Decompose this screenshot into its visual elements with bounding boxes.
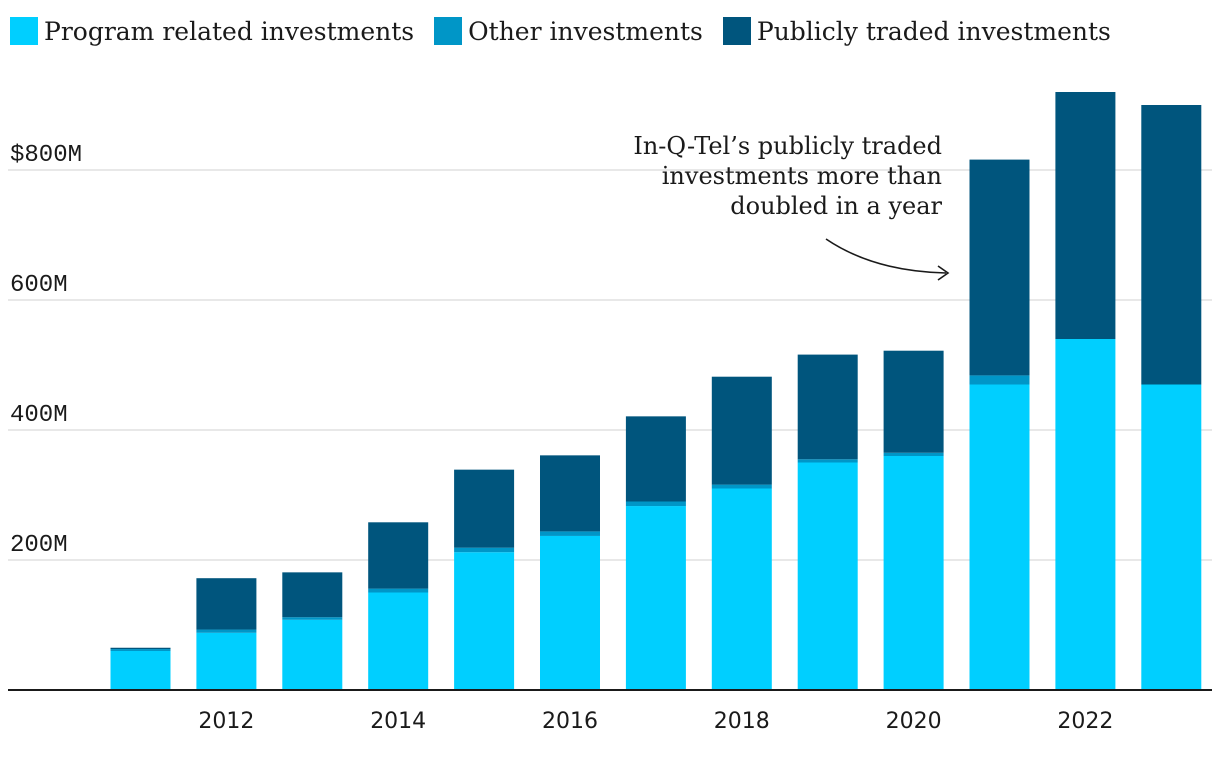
bar-2017-series-0 xyxy=(625,506,686,690)
bar-2011-series-2 xyxy=(110,647,171,650)
legend-label-publicly-traded: Publicly traded investments xyxy=(756,16,1111,46)
bar-2019-series-2 xyxy=(797,354,858,460)
bar-2021-series-1 xyxy=(969,375,1030,385)
bar-2023-series-2 xyxy=(1141,105,1202,385)
bar-2015-series-0 xyxy=(454,552,515,690)
y-tick-label-400: 400M xyxy=(10,402,68,429)
bar-2013-series-0 xyxy=(282,619,343,690)
y-tick-label-800: $800M xyxy=(10,142,82,169)
x-tick-label-2016: 2016 xyxy=(542,709,598,734)
annotation-arrowhead xyxy=(937,265,950,281)
x-tick-label-2020: 2020 xyxy=(886,709,942,734)
bar-2016-series-2 xyxy=(540,455,600,532)
bar-2012-series-2 xyxy=(196,578,257,630)
annotation-line-1: In-Q-Tel’s publicly traded xyxy=(633,132,942,160)
bar-2014-series-1 xyxy=(368,588,429,593)
bar-2023-series-0 xyxy=(1141,384,1202,690)
x-tick-label-2018: 2018 xyxy=(714,709,770,734)
bar-2018-series-0 xyxy=(711,488,772,690)
x-tick-label-2012: 2012 xyxy=(198,709,254,734)
bar-2019-series-0 xyxy=(797,462,858,690)
bar-2014-series-0 xyxy=(368,592,429,690)
legend: Program related investments Other invest… xyxy=(10,14,1131,48)
bar-2014-series-2 xyxy=(368,522,429,589)
bar-2015-series-2 xyxy=(454,469,515,548)
bar-2020-series-0 xyxy=(883,456,944,690)
legend-label-program-related: Program related investments xyxy=(44,16,415,46)
legend-item-program-related: Program related investments xyxy=(10,17,414,46)
bar-2016-series-0 xyxy=(540,535,600,690)
bar-2011-series-0 xyxy=(110,651,171,690)
bar-2021-series-2 xyxy=(969,159,1030,376)
legend-swatch-other xyxy=(434,17,463,45)
annotation-line-3: doubled in a year xyxy=(730,192,942,220)
bar-2022-series-2 xyxy=(1055,92,1116,339)
x-tick-label-2022: 2022 xyxy=(1057,709,1113,734)
bar-2021-series-0 xyxy=(969,384,1030,690)
bar-2011-series-1 xyxy=(110,649,171,651)
bar-2012-series-1 xyxy=(196,629,257,633)
bar-2015-series-1 xyxy=(454,547,515,553)
bar-2018-series-1 xyxy=(711,484,772,489)
bar-2013-series-2 xyxy=(282,572,343,618)
legend-label-other: Other investments xyxy=(468,16,703,46)
x-tick-label-2014: 2014 xyxy=(370,709,426,734)
bar-2012-series-0 xyxy=(196,632,257,690)
annotation-arrow-curve xyxy=(825,238,947,274)
legend-item-other: Other investments xyxy=(434,17,703,46)
legend-swatch-program-related xyxy=(10,17,38,45)
bar-2019-series-1 xyxy=(797,459,858,463)
legend-item-publicly-traded: Publicly traded investments xyxy=(722,16,1111,46)
annotation-line-2: investments more than xyxy=(662,162,942,190)
bar-2017-series-1 xyxy=(625,501,686,507)
bar-2017-series-2 xyxy=(625,416,686,502)
y-tick-label-600: 600M xyxy=(10,272,68,299)
y-tick-label-200: 200M xyxy=(10,532,68,559)
bar-2020-series-1 xyxy=(883,452,944,456)
bar-2020-series-2 xyxy=(883,350,944,453)
legend-swatch-publicly-traded xyxy=(722,17,751,45)
bar-2013-series-1 xyxy=(282,617,343,620)
bar-2016-series-1 xyxy=(540,531,600,536)
bar-2022-series-0 xyxy=(1055,339,1116,690)
bar-2018-series-2 xyxy=(711,376,772,485)
